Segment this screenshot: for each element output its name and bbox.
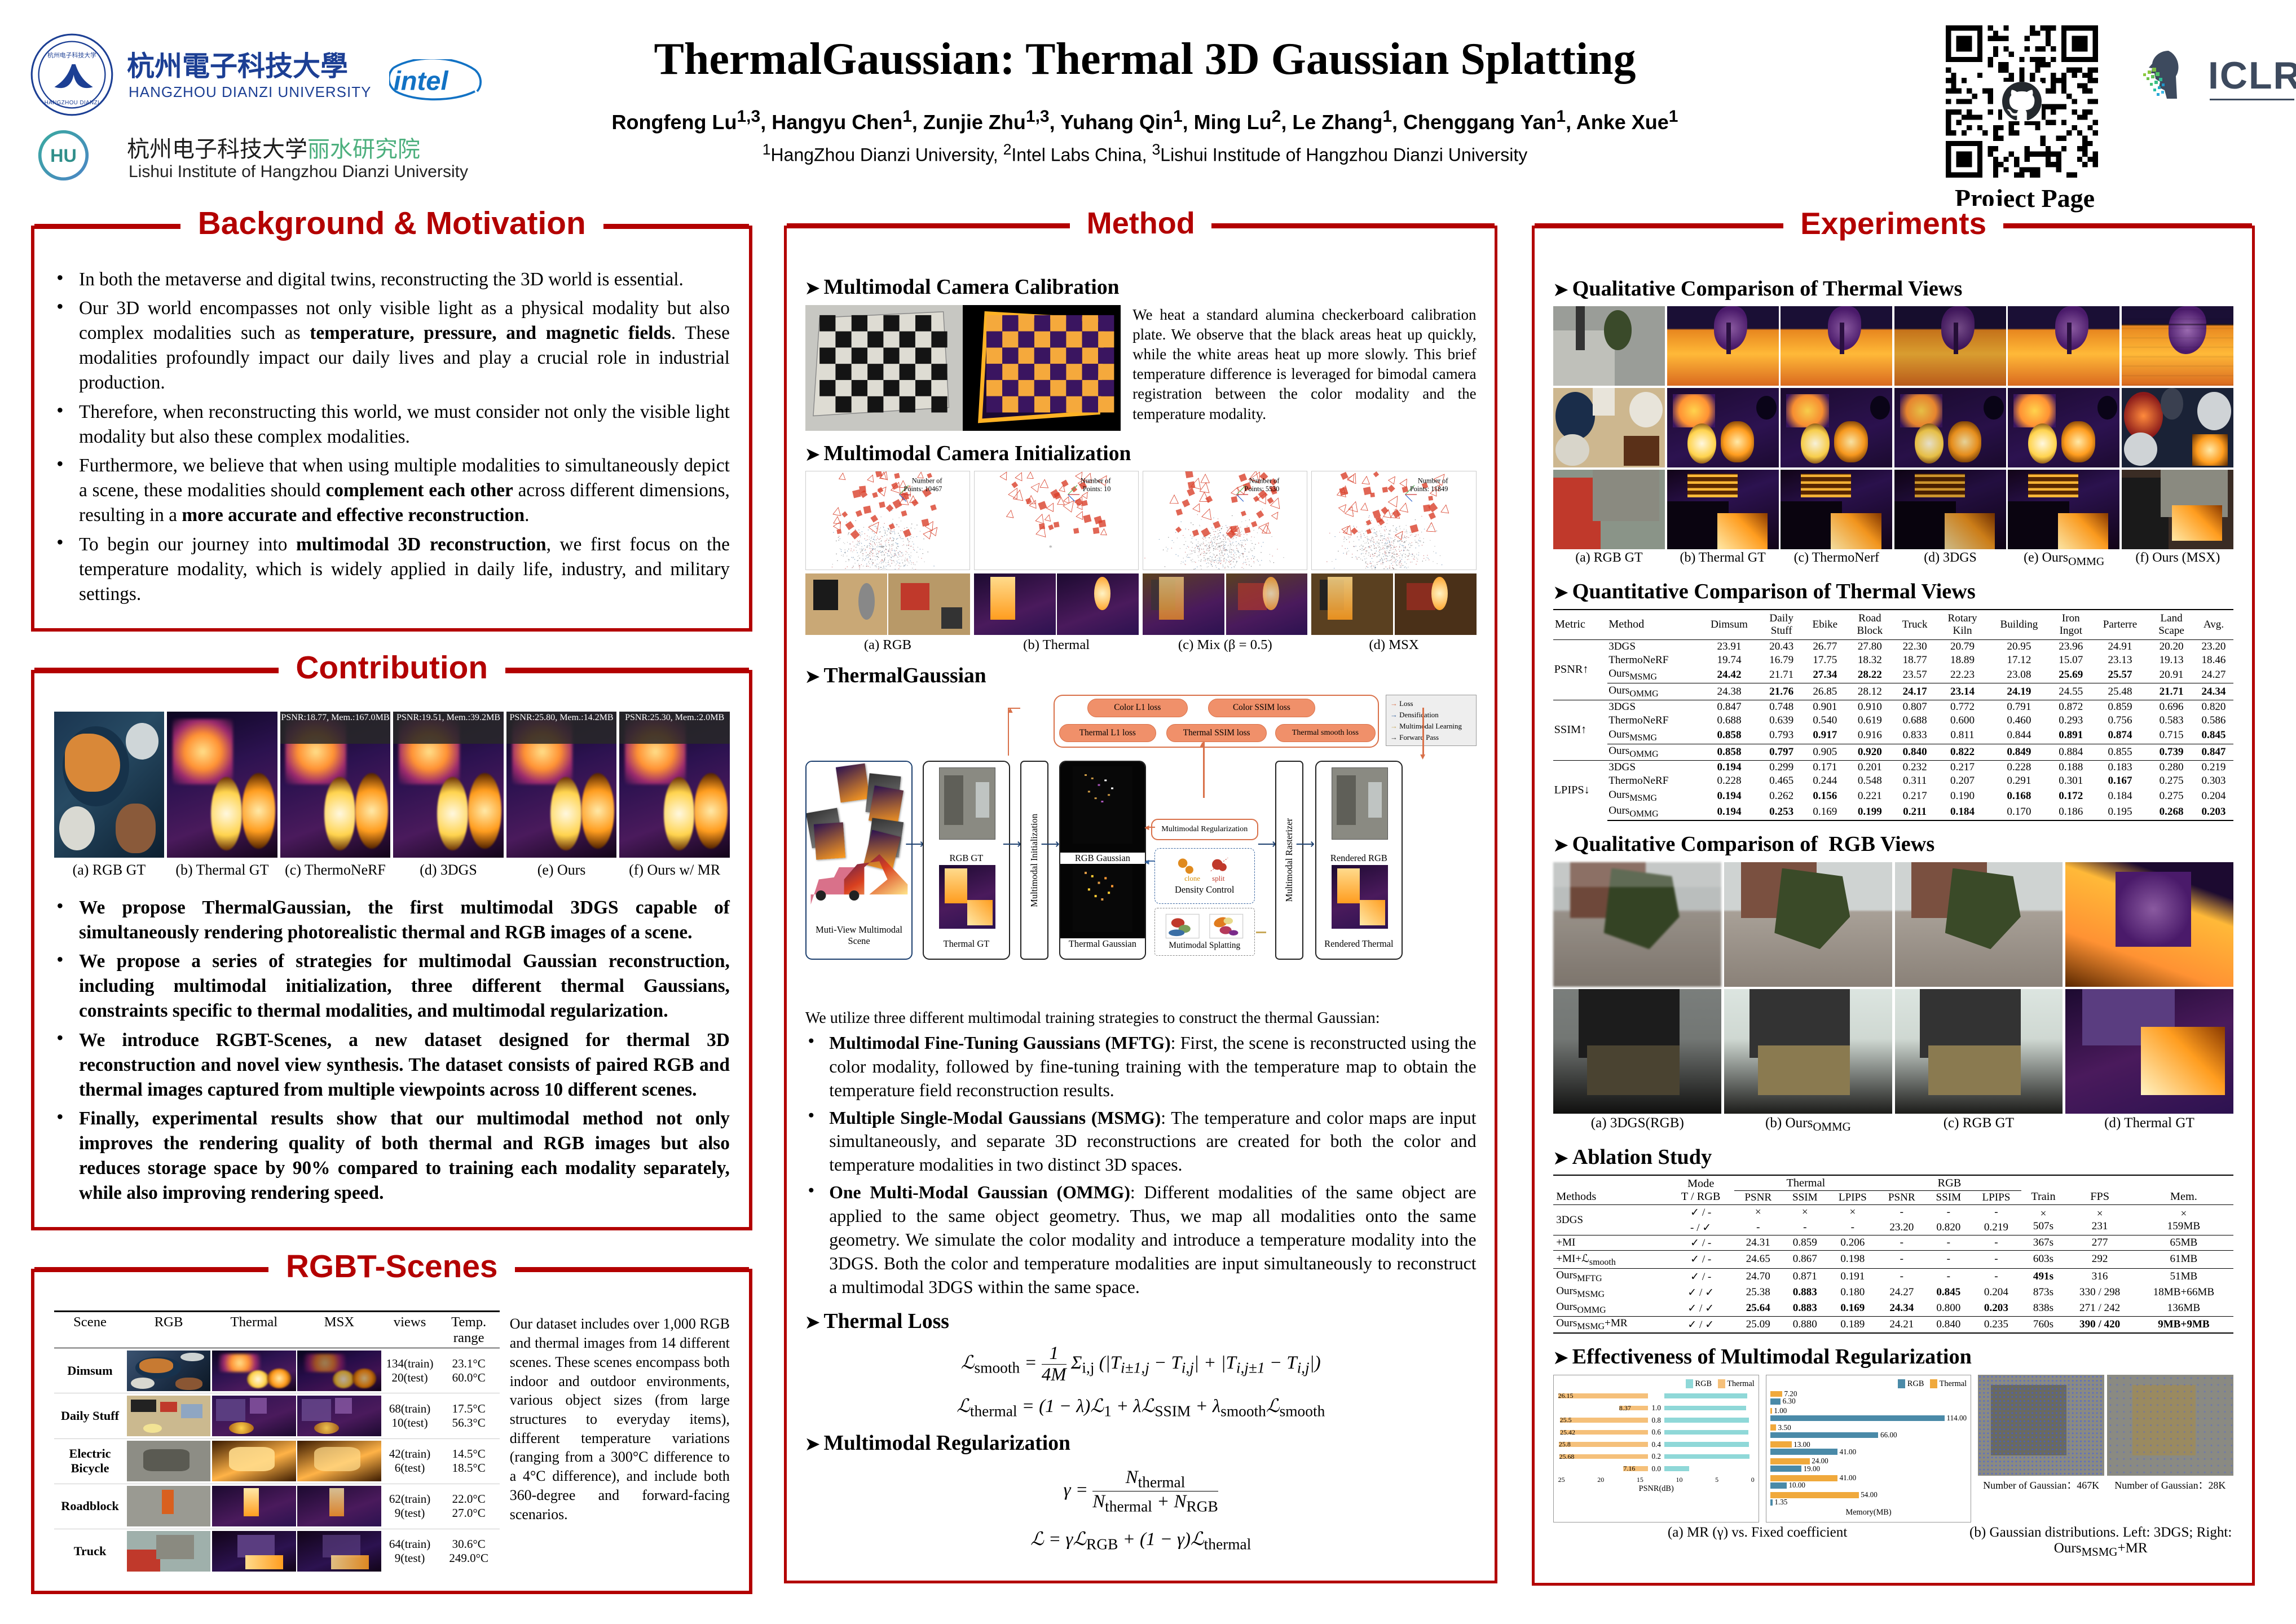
svg-text:*: * [1049, 544, 1052, 552]
svg-text:杭州电子科技大学: 杭州电子科技大学 [47, 51, 96, 59]
svg-text:*: * [1386, 544, 1390, 552]
svg-text:intel: intel [394, 66, 449, 96]
svg-text:Points: 11849: Points: 11849 [1410, 485, 1448, 493]
svg-text:*: * [880, 544, 884, 552]
svg-text:Points: 10467: Points: 10467 [904, 485, 942, 493]
svg-text:*: * [1218, 544, 1221, 552]
svg-text:Points: 10: Points: 10 [1083, 485, 1110, 493]
svg-text:Points: 5530: Points: 5530 [1245, 485, 1280, 493]
svg-text:Number of: Number of [1249, 477, 1280, 485]
svg-text:HU: HU [50, 145, 77, 166]
svg-text:Number of: Number of [912, 477, 942, 485]
svg-text:Number of: Number of [1418, 477, 1448, 485]
svg-text:HANGZHOU DIANZI: HANGZHOU DIANZI [45, 100, 99, 106]
svg-text:Number of: Number of [1081, 477, 1111, 485]
